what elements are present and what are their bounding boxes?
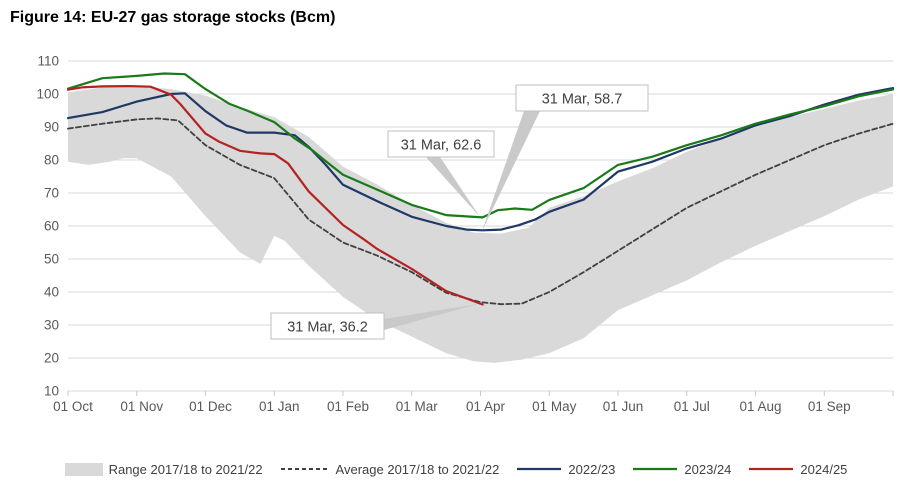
y-tick-label: 10 [44, 384, 59, 399]
legend-label: 2022/23 [568, 461, 616, 477]
series-2024-25 [66, 84, 484, 306]
x-tick-label: 01 Dec [189, 399, 232, 414]
x-tick-label: 01 Jan [259, 399, 300, 414]
callout-box [387, 130, 495, 158]
x-tick-label: 01 Nov [120, 399, 163, 414]
y-tick-label: 80 [44, 153, 59, 168]
y-tick-label: 40 [44, 285, 59, 300]
y-tick-label: 20 [44, 351, 59, 366]
y-tick-label: 50 [44, 252, 59, 267]
legend-label: Range 2017/18 to 2021/22 [108, 461, 263, 477]
x-tick-label: 01 Oct [53, 399, 93, 414]
legend-label: Average 2017/18 to 2021/22 [335, 461, 500, 477]
legend-item-2022-23: 2022/23 [516, 462, 615, 477]
callout-leader [482, 111, 540, 231]
y-tick-label: 100 [36, 87, 59, 102]
range-swatch [64, 462, 103, 476]
legend-label: 2023/24 [684, 461, 732, 477]
line-swatch-2024-25 [749, 467, 794, 471]
x-tick-label: 01 Aug [739, 399, 781, 414]
series-average-2017-18-to-2021-22 [67, 117, 894, 306]
callout-label: 31 Mar, 58.7 [542, 92, 623, 108]
legend-item-average: Average 2017/18 to 2021/22 [280, 461, 500, 477]
y-tick-label: 70 [44, 186, 59, 201]
x-tick-label: 01 Jul [674, 399, 710, 414]
x-tick-label: 01 Sep [808, 399, 851, 414]
series-2023-24 [66, 72, 895, 219]
callout-leader [384, 304, 478, 330]
y-tick-label: 90 [44, 120, 59, 135]
y-tick-label: 60 [44, 219, 59, 234]
average-line-swatch [280, 468, 329, 470]
figure-title: Figure 14: EU-27 gas storage stocks (Bcm… [10, 9, 336, 26]
gas-storage-chart: 10 20 30 40 50 60 70 80 90 100 110 01 Oct 01 Nov 01 D… [36, 54, 895, 414]
callout-box [515, 84, 649, 112]
chart-legend: Range 2017/18 to 2021/22 Average 2017/18… [0, 452, 912, 486]
y-tick-label: 30 [44, 318, 59, 333]
line-swatch-2023-24 [633, 467, 678, 471]
legend-label: 2024/25 [800, 461, 848, 477]
legend-item-range: Range 2017/18 to 2021/22 [64, 461, 263, 477]
line-swatch-2022-23 [517, 467, 562, 471]
callout-label: 31 Mar, 62.6 [401, 138, 482, 154]
series-2022-23 [66, 86, 895, 232]
x-tick-label: 01 Apr [466, 399, 506, 414]
callout-label: 31 Mar, 36.2 [287, 320, 368, 336]
x-tick-label: 01 Mar [396, 399, 439, 414]
x-tick-label: 01 Jun [603, 399, 644, 414]
legend-item-2023-24: 2023/24 [632, 462, 731, 477]
callout-leader [426, 157, 480, 217]
x-tick-label: 01 Feb [327, 399, 369, 414]
legend-item-2024-25: 2024/25 [748, 462, 847, 477]
x-tick-label: 01 May [532, 399, 577, 414]
y-tick-label: 110 [37, 54, 59, 69]
callout-box [270, 312, 385, 340]
